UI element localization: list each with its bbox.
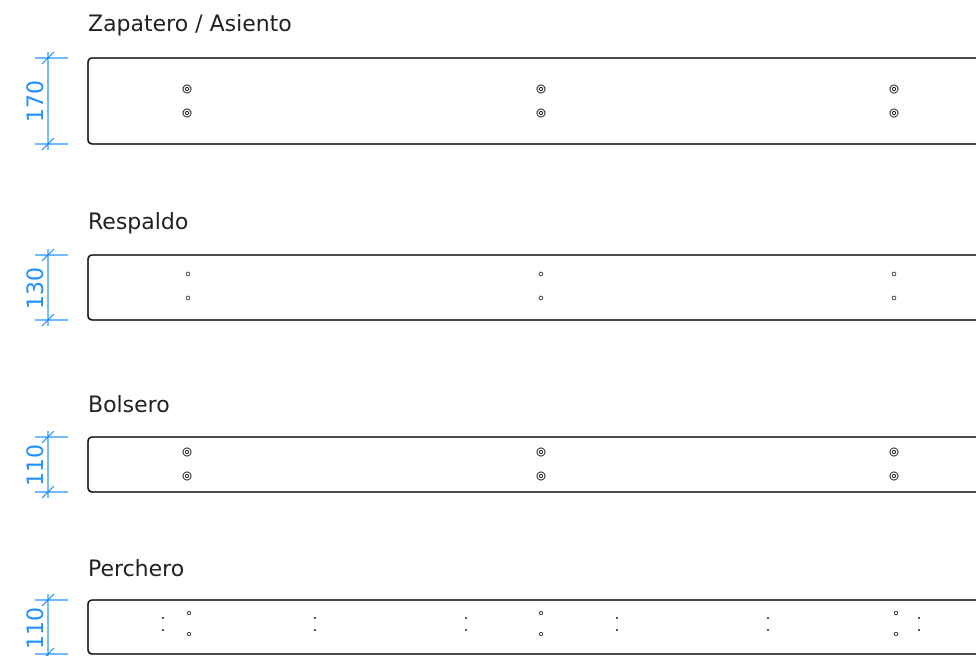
dot-mark bbox=[314, 629, 316, 631]
hole bbox=[893, 631, 899, 637]
hole bbox=[891, 271, 897, 277]
hole bbox=[538, 631, 544, 637]
hole bbox=[538, 295, 544, 301]
board-title: Perchero bbox=[88, 557, 184, 582]
dot-mark bbox=[162, 617, 164, 619]
hole-center bbox=[538, 110, 544, 116]
hole-center bbox=[891, 86, 897, 92]
hole-center bbox=[184, 449, 190, 455]
board-title: Bolsero bbox=[88, 393, 170, 418]
hole-center bbox=[538, 86, 544, 92]
board-perchero: Perchero 110 bbox=[24, 557, 976, 656]
hole-group bbox=[185, 271, 897, 301]
hole bbox=[185, 271, 191, 277]
hole bbox=[893, 610, 899, 616]
dot-mark bbox=[314, 617, 316, 619]
hole bbox=[891, 295, 897, 301]
dimension-label: 170 bbox=[24, 80, 49, 122]
board-zapatero-asiento: Zapatero / Asiento 170 bbox=[24, 12, 976, 151]
board-outline bbox=[87, 599, 976, 655]
dot-mark bbox=[465, 629, 467, 631]
board-title: Zapatero / Asiento bbox=[88, 12, 292, 37]
hole bbox=[182, 84, 192, 94]
hole bbox=[536, 108, 546, 118]
hole bbox=[538, 610, 544, 616]
hole-center bbox=[538, 449, 544, 455]
tick-mark bbox=[41, 430, 55, 444]
dot-mark bbox=[616, 617, 618, 619]
hole bbox=[186, 610, 192, 616]
dot-mark bbox=[918, 617, 920, 619]
hole-center bbox=[184, 86, 190, 92]
board-outline bbox=[87, 254, 976, 321]
board-outline bbox=[87, 57, 976, 145]
hole bbox=[889, 471, 899, 481]
dot-mark bbox=[162, 629, 164, 631]
hole bbox=[182, 447, 192, 457]
dot-mark bbox=[767, 617, 769, 619]
board-bolsero: Bolsero 110 bbox=[24, 393, 976, 499]
tick-mark bbox=[45, 647, 55, 656]
tick-mark bbox=[41, 51, 55, 65]
board-respaldo: Respaldo 130 bbox=[24, 210, 976, 327]
hole bbox=[889, 108, 899, 118]
hole bbox=[889, 447, 899, 457]
tick-mark bbox=[41, 485, 55, 499]
tick-mark bbox=[41, 248, 55, 262]
hole bbox=[185, 295, 191, 301]
dimension-marker: 110 bbox=[24, 593, 68, 656]
hole bbox=[536, 471, 546, 481]
dimension-marker: 130 bbox=[24, 248, 68, 327]
hole bbox=[889, 84, 899, 94]
dot-mark bbox=[616, 629, 618, 631]
hole-group bbox=[162, 610, 920, 637]
tick-mark bbox=[41, 593, 55, 607]
hole-center bbox=[891, 473, 897, 479]
hole bbox=[538, 271, 544, 277]
hole-group bbox=[182, 84, 899, 118]
hole bbox=[536, 447, 546, 457]
board-outline bbox=[87, 436, 976, 493]
hole-center bbox=[891, 110, 897, 116]
dot-mark bbox=[767, 629, 769, 631]
board-title: Respaldo bbox=[88, 210, 188, 235]
hole bbox=[182, 108, 192, 118]
hole-center bbox=[538, 473, 544, 479]
dimension-marker: 110 bbox=[24, 430, 68, 499]
hole bbox=[182, 471, 192, 481]
dimension-marker: 170 bbox=[24, 51, 68, 151]
hole bbox=[186, 631, 192, 637]
dimension-label: 130 bbox=[24, 267, 49, 309]
dimension-label: 110 bbox=[24, 607, 49, 649]
hole-center bbox=[184, 473, 190, 479]
tick-mark bbox=[41, 137, 55, 151]
hole bbox=[536, 84, 546, 94]
hole-center bbox=[891, 449, 897, 455]
dot-mark bbox=[918, 629, 920, 631]
hole-center bbox=[184, 110, 190, 116]
hole-group bbox=[182, 447, 899, 481]
dimension-label: 110 bbox=[24, 444, 49, 486]
dot-mark bbox=[465, 617, 467, 619]
tick-mark bbox=[41, 313, 55, 327]
